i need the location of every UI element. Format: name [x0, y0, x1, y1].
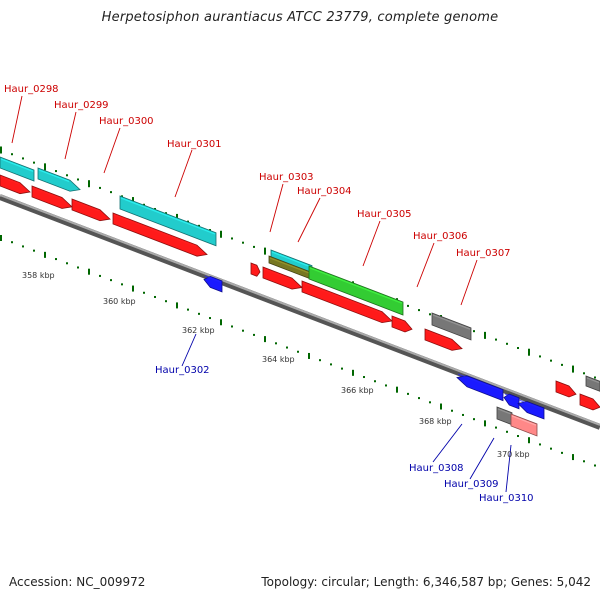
gene-0300-arrow[interactable]	[71, 198, 111, 222]
gene-next-gray-arrow[interactable]	[585, 375, 600, 392]
leader-line	[432, 423, 463, 463]
kbp-label-362: 362 kbp	[182, 326, 215, 335]
gene-0301-red-arrow[interactable]	[112, 212, 208, 257]
lower-dot-track	[0, 235, 596, 467]
gene-label-haur-0300[interactable]: Haur_0300	[99, 116, 154, 127]
kbp-label-358: 358 kbp	[22, 271, 55, 280]
gene-next-arrow-a[interactable]	[555, 380, 577, 398]
gene-label-haur-0310[interactable]: Haur_0310	[479, 493, 534, 504]
gene-0310-arrow[interactable]	[510, 413, 538, 437]
kbp-label-360: 360 kbp	[103, 297, 136, 306]
gene-0301-arrow[interactable]	[119, 195, 217, 247]
gene-label-haur-0304[interactable]: Haur_0304	[297, 186, 352, 197]
gene-label-haur-0301[interactable]: Haur_0301	[167, 139, 222, 150]
gene-0307-gray-arrow[interactable]	[431, 312, 472, 341]
leader-line	[416, 242, 435, 288]
gene-0308-arrow[interactable]	[456, 373, 504, 402]
gene-label-haur-0302[interactable]: Haur_0302	[155, 365, 210, 376]
leader-line	[181, 333, 197, 367]
gene-label-haur-0309[interactable]: Haur_0309	[444, 479, 499, 490]
kbp-label-364: 364 kbp	[262, 355, 295, 364]
gene-0305-red-arrow[interactable]	[301, 280, 393, 324]
gene-0306-arrow[interactable]	[391, 315, 413, 333]
gene-label-haur-0299[interactable]: Haur_0299	[54, 100, 109, 111]
gene-0310-blue-arrow[interactable]	[517, 399, 545, 420]
leader-line	[64, 111, 77, 160]
leader-line	[469, 437, 495, 480]
map-title: Herpetosiphon aurantiacus ATCC 23779, co…	[101, 10, 499, 25]
gene-next-arrow-b[interactable]	[579, 393, 600, 411]
leader-line	[460, 259, 478, 306]
gene-label-haur-0307[interactable]: Haur_0307	[456, 248, 511, 259]
gene-label-haur-0298[interactable]: Haur_0298	[4, 84, 59, 95]
gene-0304-red-arrow[interactable]	[262, 266, 303, 290]
gene-0298-red-arrow[interactable]	[0, 174, 31, 195]
gene-0299-arrow[interactable]	[37, 167, 81, 192]
leader-line	[362, 220, 381, 267]
gene-label-haur-0308[interactable]: Haur_0308	[409, 463, 464, 474]
leader-line	[11, 95, 23, 144]
gene-0305-arrow[interactable]	[308, 265, 404, 316]
leader-line	[103, 127, 121, 174]
kbp-label-366: 366 kbp	[341, 386, 374, 395]
gene-0299-red-arrow[interactable]	[31, 185, 73, 209]
gene-label-haur-0306[interactable]: Haur_0306	[413, 231, 468, 242]
accession-text: Accession: NC_009972	[9, 575, 146, 589]
gene-label-haur-0303[interactable]: Haur_0303	[259, 172, 314, 183]
gene-0307-arrow[interactable]	[424, 328, 463, 351]
kbp-label-368: 368 kbp	[419, 417, 452, 426]
genome-summary-text: Topology: circular; Length: 6,346,587 bp…	[261, 575, 591, 589]
leader-line	[174, 149, 193, 198]
gene-0309-gray-arrow[interactable]	[496, 406, 513, 426]
gene-0302-arrow[interactable]	[203, 275, 223, 293]
gene-0303-arrow[interactable]	[250, 262, 261, 277]
genome-backbone	[0, 194, 600, 430]
leader-line	[269, 183, 284, 233]
kbp-label-370: 370 kbp	[497, 450, 530, 459]
gene-label-haur-0305[interactable]: Haur_0305	[357, 209, 412, 220]
leader-line	[297, 197, 321, 243]
leader-line	[505, 444, 512, 493]
gene-0298-arrow[interactable]	[0, 156, 35, 182]
